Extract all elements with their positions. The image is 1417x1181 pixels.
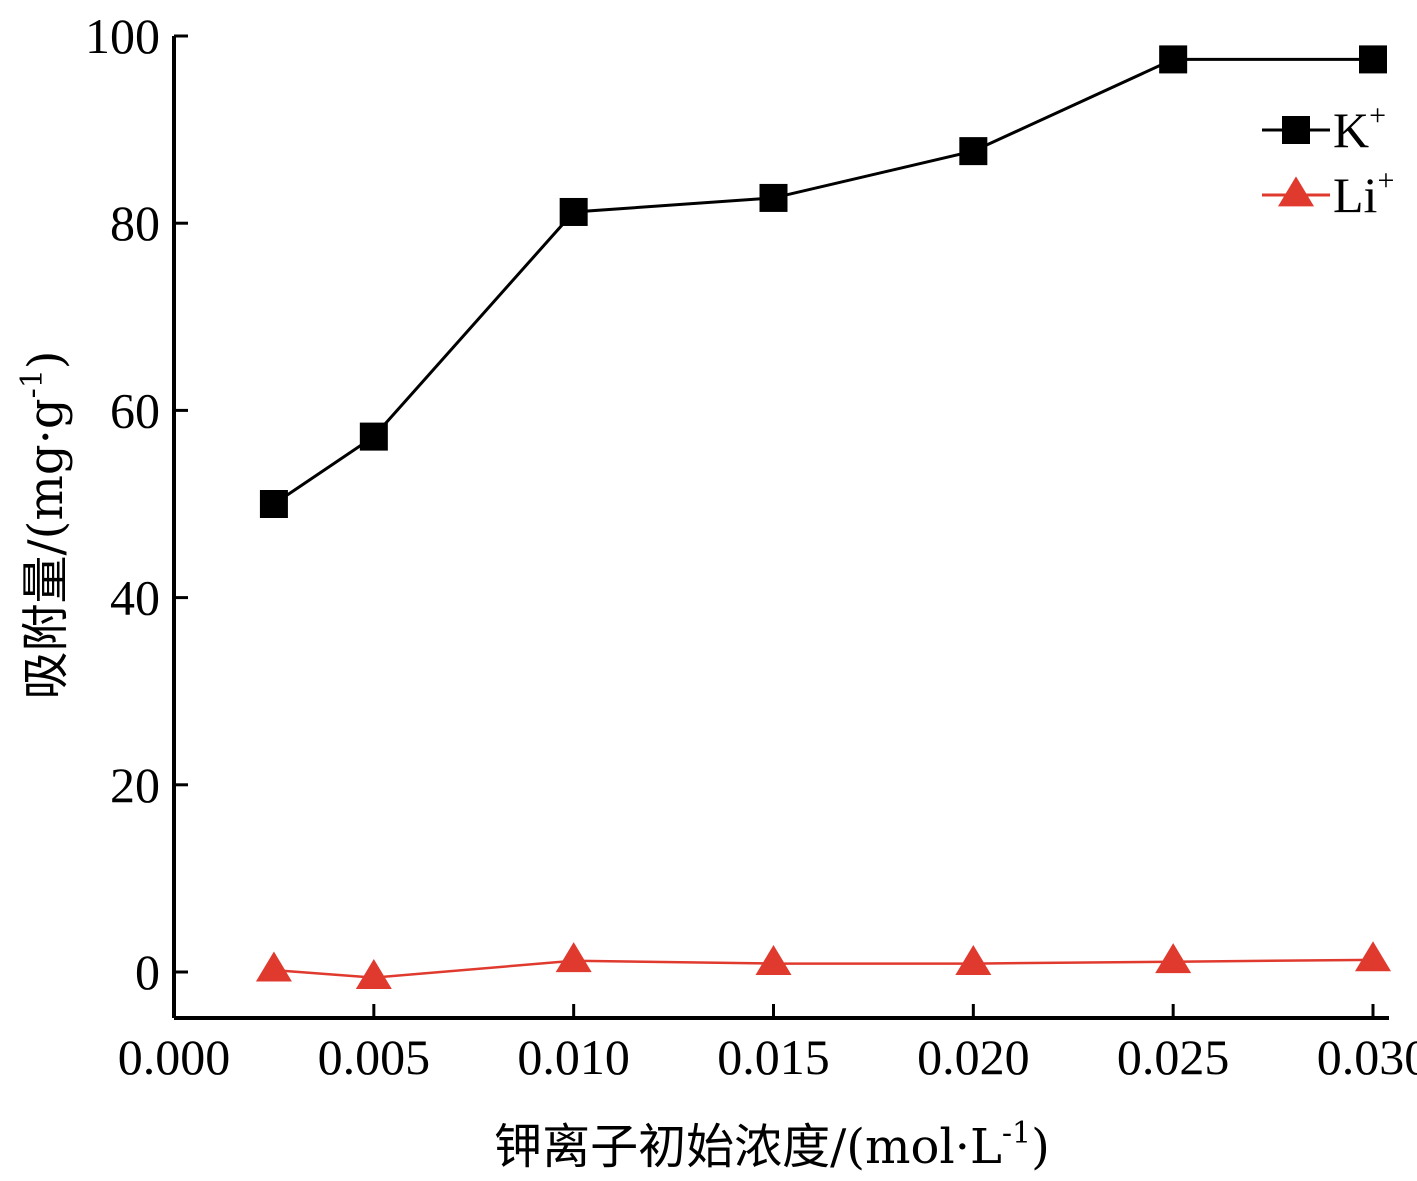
legend-label-main: Li	[1333, 167, 1377, 223]
x-tick-label: 0.025	[1117, 1029, 1230, 1085]
data-point-triangle	[255, 951, 292, 982]
y-axis-title-end: )	[18, 350, 74, 369]
data-point-triangle	[955, 944, 992, 975]
data-point-square	[1159, 45, 1188, 74]
series-line	[273, 57, 1373, 506]
series-line	[273, 958, 1374, 979]
legend-marker-triangle	[1278, 176, 1314, 207]
y-axis-title-main: 吸附量/(mg·g	[18, 398, 74, 699]
y-tick-label: 40	[110, 570, 160, 626]
x-axis-title-end: )	[1031, 1119, 1050, 1175]
x-tick-label: 0.005	[318, 1029, 431, 1085]
series-layer	[255, 45, 1391, 990]
x-tick-label: 0.030	[1317, 1029, 1417, 1085]
y-tick-label: 20	[110, 757, 160, 813]
data-point-triangle	[1155, 943, 1192, 974]
x-axis: 0.000 0.005 0.010 0.015 0.020 0.025 0.030	[118, 1004, 1417, 1085]
y-axis-title: 吸附量/(mg·g-1)	[15, 350, 74, 699]
data-point-triangle	[355, 959, 392, 990]
y-axis-title-sup: -1	[15, 369, 50, 398]
legend-label-main: K	[1333, 102, 1369, 158]
x-tick-label: 0.015	[717, 1029, 830, 1085]
legend-label-sup: +	[1377, 164, 1394, 197]
data-point-triangle	[1355, 941, 1391, 972]
legend-label: Li+	[1333, 164, 1394, 223]
y-tick-label: 100	[85, 8, 160, 64]
y-tick-label: 0	[135, 944, 160, 1000]
data-point-triangle	[555, 942, 592, 973]
x-axis-title-main: 钾离子初始浓度/(mol·L	[494, 1119, 1002, 1175]
legend-entry-1: Li+	[1262, 164, 1394, 223]
data-point-triangle	[755, 944, 792, 975]
series-0	[259, 45, 1387, 518]
data-point-square	[959, 137, 988, 166]
data-point-square	[359, 422, 388, 451]
legend: K+Li+	[1262, 99, 1394, 223]
legend-label: K+	[1333, 99, 1386, 158]
series-1	[255, 941, 1391, 990]
x-axis-title: 钾离子初始浓度/(mol·L-1)	[494, 1116, 1050, 1175]
legend-marker-square	[1282, 116, 1310, 144]
x-tick-label: 0.020	[917, 1029, 1030, 1085]
legend-entry-0: K+	[1262, 99, 1386, 158]
x-tick-label: 0.010	[517, 1029, 630, 1085]
data-point-square	[759, 183, 788, 212]
y-tick-label: 80	[110, 195, 160, 251]
legend-label-sup: +	[1369, 99, 1386, 132]
y-axis: 0 20 40 60 80 100	[85, 8, 188, 1018]
data-point-square	[559, 197, 588, 226]
y-tick-label: 60	[110, 382, 160, 438]
x-axis-title-sup: -1	[1002, 1116, 1031, 1151]
data-point-square	[259, 490, 288, 518]
x-tick-label: 0.000	[118, 1029, 231, 1085]
data-point-square	[1359, 45, 1387, 74]
